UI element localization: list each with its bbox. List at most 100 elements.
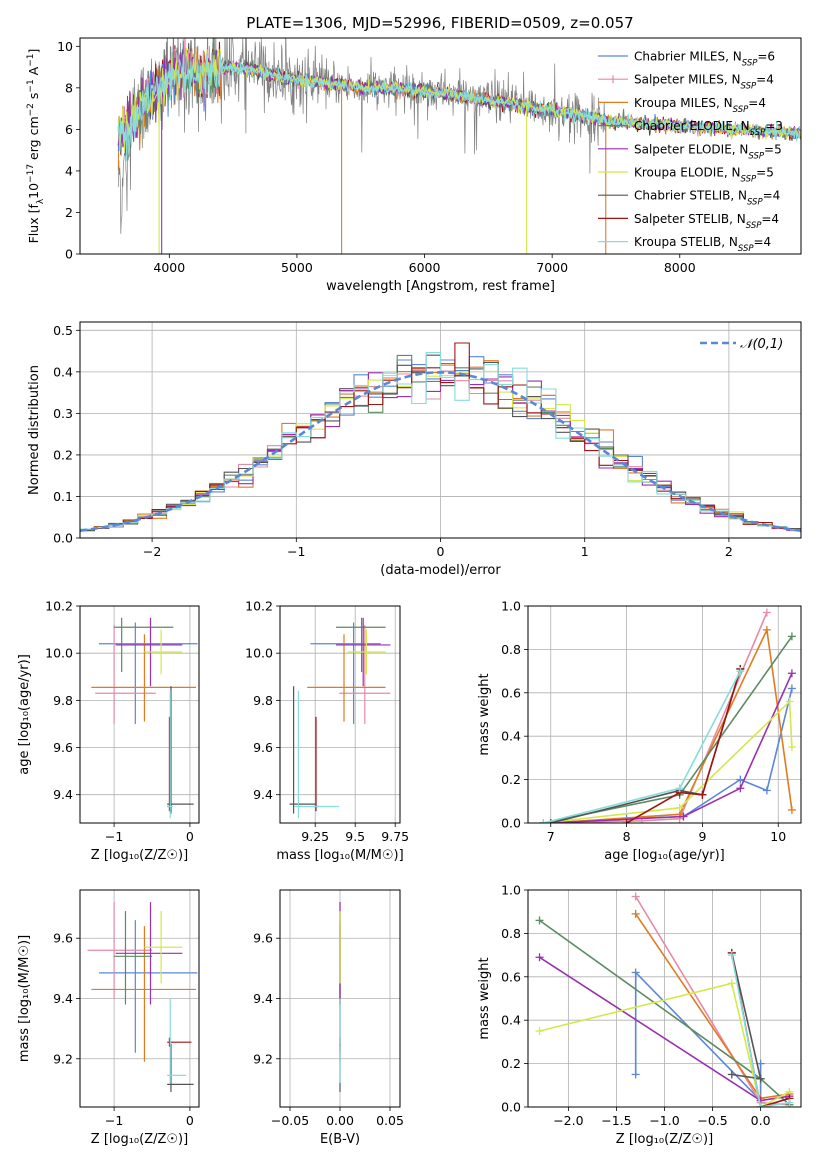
legend-label: Chabrier ELODIE, NSSP=3 xyxy=(634,119,783,138)
x-tick-label: −0.5 xyxy=(697,1113,727,1128)
panel-weight_vs_Z: −2.0 −1.5 −1.0 −0.5 0.0 0.0 0.2 0.4 0.6 0.8 1.0 Z [… xyxy=(477,883,802,1147)
x-tick-label: 8 xyxy=(623,829,631,844)
plot-area-residuals xyxy=(80,322,801,538)
legend-label-count: =5 xyxy=(764,142,782,156)
legend-label-sub: SSP xyxy=(742,59,758,69)
y-axis-label-part: 10 xyxy=(26,183,41,199)
y-tick-label: 2 xyxy=(65,205,73,220)
x-axis-label: Z [log₁₀(Z/Z☉)] xyxy=(91,848,188,863)
x-tick-label: −1 xyxy=(105,1113,123,1128)
y-tick-label: 9.6 xyxy=(253,740,273,755)
y-tick-label: 6 xyxy=(65,122,73,137)
legend-label-text: Salpeter STELIB, N xyxy=(634,212,746,226)
panel-spectrum: 4000 5000 6000 7000 8000 0 2 4 6 8 10 wavelength [A… xyxy=(26,37,802,294)
y-tick-label: 0.0 xyxy=(501,1100,521,1115)
y-axis-label: mass [log₁₀(M/M☉)] xyxy=(17,935,32,1062)
plot-area-age_vs_Z xyxy=(80,606,199,823)
x-tick-label: 0 xyxy=(186,829,194,844)
model-line-kroupa-stelib xyxy=(117,52,801,162)
y-tick-label: 9.4 xyxy=(53,787,73,802)
x-axis-label: age [log₁₀(age/yr)] xyxy=(604,848,725,863)
y-tick-label: 0.3 xyxy=(53,406,73,421)
x-tick-label: 1 xyxy=(581,544,589,559)
x-tick-label: 9.25 xyxy=(301,829,329,844)
x-tick-label: 9 xyxy=(698,829,706,844)
x-tick-label: −1.5 xyxy=(601,1113,631,1128)
axes-frame xyxy=(279,605,401,824)
legend-label-count: =4 xyxy=(754,235,772,249)
legend-label-text: Kroupa ELODIE, N xyxy=(634,166,741,180)
x-axis-label: (data-model)/error xyxy=(380,563,501,578)
histogram-salpeter-elodie xyxy=(80,367,801,533)
y-tick-label: 0.0 xyxy=(501,816,521,831)
y-axis-label-part: ] xyxy=(26,49,41,54)
y-axis-label-part: Flux [f xyxy=(26,204,41,244)
legend-label-text: Chabrier MILES, N xyxy=(634,50,742,64)
x-tick-label: 8000 xyxy=(664,260,696,275)
legend-label-count: =4 xyxy=(748,96,766,110)
x-tick-label: 7 xyxy=(547,829,555,844)
plot-area-weight_vs_Z xyxy=(528,890,801,1107)
y-tick-label: 10 xyxy=(57,39,73,54)
x-tick-label: −0.05 xyxy=(271,1113,309,1128)
legend-label-count: =6 xyxy=(757,50,775,64)
x-tick-label: 9.75 xyxy=(381,829,409,844)
y-axis-label-part: −1 xyxy=(26,54,36,67)
axes-frame xyxy=(279,889,401,1108)
legend-label-sub: SSP xyxy=(741,175,757,185)
panel-age_vs_Z: −1 0 9.4 9.6 9.8 10.0 10.2 Z [log₁₀(Z/Z☉)] age [… xyxy=(17,599,200,863)
y-tick-label: 9.8 xyxy=(53,693,73,708)
weight-line-kroupa-stelib xyxy=(731,954,790,1107)
legend-label-sub: SSP xyxy=(738,244,754,254)
x-tick-label: 0.05 xyxy=(376,1113,404,1128)
y-axis-label-part: −1 xyxy=(26,79,36,92)
weight-line-kroupa-miles xyxy=(550,627,793,823)
plot-area-weight_vs_age xyxy=(528,606,801,823)
y-axis-label: mass weight xyxy=(477,957,492,1039)
y-axis-label-part: s xyxy=(26,93,41,104)
y-tick-label: 9.2 xyxy=(253,1051,273,1066)
y-tick-label: 10.0 xyxy=(245,646,273,661)
axes-frame xyxy=(79,889,200,1108)
y-axis-label: Flux [fλ10−17 erg cm−2 s−1 A−1] xyxy=(26,49,46,244)
y-tick-label: 0 xyxy=(65,247,73,262)
legend-label-count: =3 xyxy=(765,119,783,133)
x-tick-label: 0 xyxy=(186,1113,194,1128)
legend-label-count: =4 xyxy=(761,212,779,226)
y-tick-label: 10.2 xyxy=(45,599,73,614)
weight-line-salpeter-miles xyxy=(543,612,768,823)
y-axis-label-part: −2 xyxy=(26,103,36,116)
y-tick-label: 0.2 xyxy=(501,1056,521,1071)
y-tick-label: 0.1 xyxy=(53,489,73,504)
x-tick-label: 0.0 xyxy=(751,1113,771,1128)
plot-area-mass_vs_EBV xyxy=(280,890,400,1107)
legend-label-text: Kroupa STELIB, N xyxy=(634,235,738,249)
legend-label-text: Salpeter ELODIE, N xyxy=(634,142,748,156)
plot-area-mass_vs_Z xyxy=(80,890,199,1107)
panel-weight_vs_age: 7 8 9 10 0.0 0.2 0.4 0.6 0.8 1.0 age [log₁₀(age/yr… xyxy=(477,599,802,863)
x-tick-label: 0 xyxy=(437,544,445,559)
legend-label-count: =4 xyxy=(763,189,781,203)
x-tick-label: 0.00 xyxy=(326,1113,354,1128)
y-tick-label: 10.0 xyxy=(45,646,73,661)
x-axis-label: mass [log₁₀(M/M☉)] xyxy=(276,848,403,863)
weight-line-salpeter-stelib xyxy=(626,668,742,823)
y-tick-label: 0.2 xyxy=(501,772,521,787)
y-tick-label: 9.4 xyxy=(253,991,273,1006)
panel-mass_vs_Z: −1 0 9.2 9.4 9.6 Z [log₁₀(Z/Z☉)] mass [log₁₀(M… xyxy=(17,889,200,1147)
weight-line-kroupa-elodie xyxy=(543,699,793,823)
y-tick-label: 0.8 xyxy=(501,926,521,941)
legend-label-normal: 𝒩(0,1) xyxy=(740,337,783,352)
y-tick-label: 9.2 xyxy=(53,1051,73,1066)
y-tick-label: 0.4 xyxy=(501,1013,521,1028)
panel-residuals: −2 −1 0 1 2 0.0 0.1 0.2 0.3 0.4 0.5 (data-model)/er… xyxy=(27,321,802,578)
y-axis-label-part: erg cm xyxy=(26,116,41,164)
y-tick-label: 9.6 xyxy=(253,931,273,946)
x-tick-label: 9.5 xyxy=(345,829,365,844)
panel-mass_vs_EBV: −0.05 0.00 0.05 9.2 9.4 9.6 E(B-V) xyxy=(253,889,404,1147)
x-axis-label: Z [log₁₀(Z/Z☉)] xyxy=(616,1132,713,1147)
y-tick-label: 0.8 xyxy=(501,642,521,657)
x-axis-label: E(B-V) xyxy=(320,1132,360,1147)
legend-label: Kroupa STELIB, NSSP=4 xyxy=(634,235,771,254)
